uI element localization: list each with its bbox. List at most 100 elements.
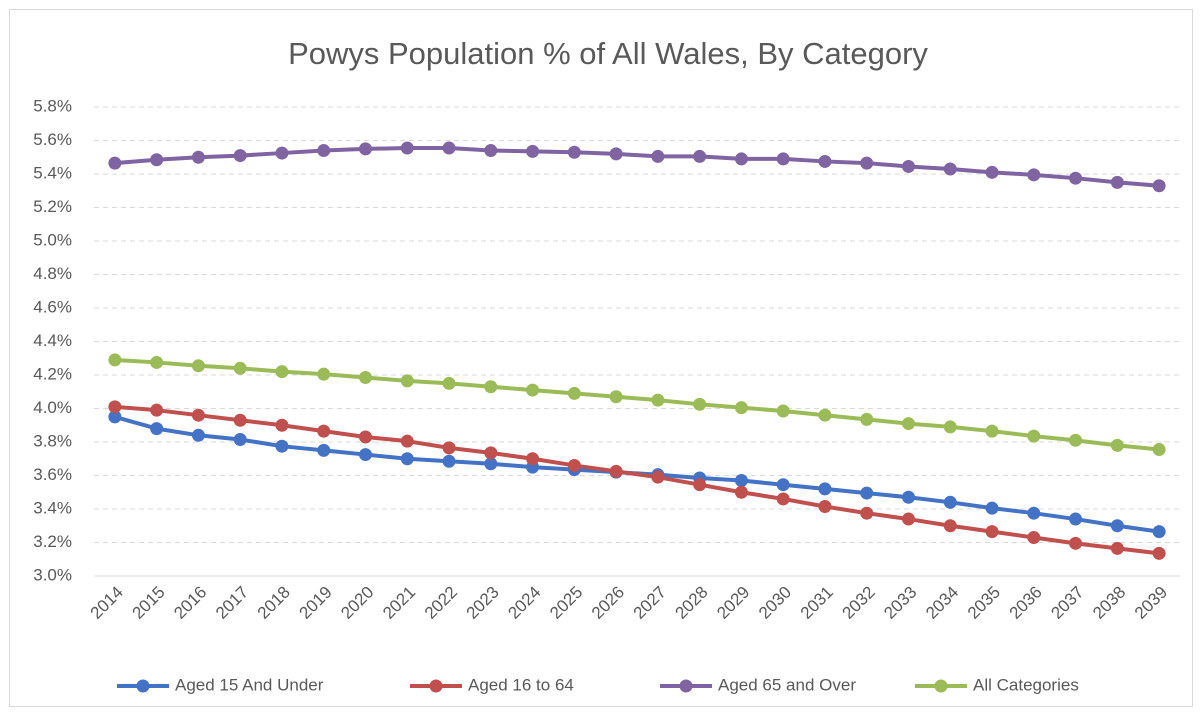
chart-title: Powys Population % of All Wales, By Cate… <box>288 36 928 71</box>
data-point <box>359 448 372 462</box>
chart-border <box>9 9 1193 707</box>
series-line <box>114 357 1160 452</box>
y-tick-label: 5.8% <box>33 96 72 115</box>
data-point <box>776 492 790 506</box>
y-tick-label: 5.2% <box>33 197 72 216</box>
y-tick-label: 5.6% <box>33 130 72 149</box>
data-point <box>1110 438 1124 452</box>
data-point <box>567 145 581 159</box>
data-point <box>567 458 581 472</box>
data-point <box>902 159 915 173</box>
data-point <box>609 464 623 478</box>
data-point <box>526 144 540 158</box>
data-point <box>734 401 748 415</box>
y-tick-label: 3.6% <box>33 465 72 484</box>
legend-marker <box>136 679 150 693</box>
data-point <box>734 474 748 488</box>
data-point <box>1027 530 1041 544</box>
data-point <box>1027 506 1041 520</box>
data-point <box>1152 179 1166 193</box>
data-point <box>902 490 915 504</box>
data-point <box>233 432 247 446</box>
data-point <box>1110 541 1124 555</box>
data-point <box>526 452 540 466</box>
data-point <box>693 149 707 163</box>
data-point <box>191 359 205 373</box>
data-point <box>191 408 205 422</box>
data-point <box>400 374 414 388</box>
data-point <box>860 156 874 170</box>
y-tick-label: 3.4% <box>33 498 72 517</box>
data-point <box>776 478 790 492</box>
data-point <box>317 367 331 381</box>
data-point <box>567 386 581 400</box>
data-point <box>233 361 247 375</box>
data-point <box>150 422 164 436</box>
data-point <box>108 400 122 414</box>
data-point <box>191 428 205 442</box>
legend-marker <box>429 679 443 693</box>
data-point <box>943 495 957 509</box>
legend-label: All Categories <box>973 675 1079 694</box>
data-point <box>985 424 999 438</box>
data-point <box>651 470 665 484</box>
series-line <box>114 404 1160 556</box>
data-point <box>442 376 456 390</box>
data-point <box>275 418 289 432</box>
y-tick-label: 4.0% <box>33 398 72 417</box>
data-point <box>400 452 414 466</box>
y-tick-label: 4.4% <box>33 331 72 350</box>
data-point <box>1069 536 1083 550</box>
data-point <box>1152 443 1166 457</box>
data-point <box>943 519 957 533</box>
data-point <box>1027 429 1041 443</box>
y-tick-label: 3.2% <box>33 532 72 551</box>
data-point <box>275 146 289 160</box>
y-tick-label: 5.4% <box>33 163 72 182</box>
data-point <box>484 457 498 471</box>
y-tick-label: 3.8% <box>33 431 72 450</box>
data-point <box>1152 525 1166 539</box>
y-tick-label: 5.0% <box>33 230 72 249</box>
data-point <box>484 446 498 460</box>
data-point <box>191 150 205 164</box>
data-point <box>860 412 874 426</box>
data-point <box>359 371 372 385</box>
data-point <box>317 144 331 158</box>
data-point <box>317 424 331 438</box>
data-point <box>860 506 874 520</box>
data-point <box>317 443 331 457</box>
y-tick-label: 3.0% <box>33 565 72 584</box>
data-point <box>902 512 915 526</box>
y-tick-label: 4.6% <box>33 297 72 316</box>
data-point <box>818 482 832 496</box>
legend-marker <box>679 679 693 693</box>
legend-label: Aged 65 and Over <box>718 675 856 694</box>
data-point <box>943 162 957 176</box>
data-point <box>1152 546 1166 560</box>
data-point <box>693 397 707 411</box>
data-point <box>860 486 874 500</box>
data-point <box>400 434 414 448</box>
data-point <box>1069 433 1083 447</box>
data-point <box>150 153 164 167</box>
data-point <box>609 390 623 404</box>
data-point <box>985 525 999 539</box>
data-point <box>609 147 623 161</box>
data-point <box>776 152 790 166</box>
data-point <box>108 156 122 170</box>
data-point <box>275 365 289 379</box>
data-point <box>108 353 122 367</box>
data-point <box>108 410 122 424</box>
data-point <box>275 439 289 453</box>
data-point <box>526 383 540 397</box>
data-point <box>1069 171 1083 185</box>
legend-label: Aged 15 And Under <box>175 675 324 694</box>
data-point <box>734 152 748 166</box>
data-point <box>985 501 999 515</box>
data-point <box>818 154 832 168</box>
data-point <box>150 355 164 369</box>
data-point <box>359 430 372 444</box>
data-point <box>233 413 247 427</box>
